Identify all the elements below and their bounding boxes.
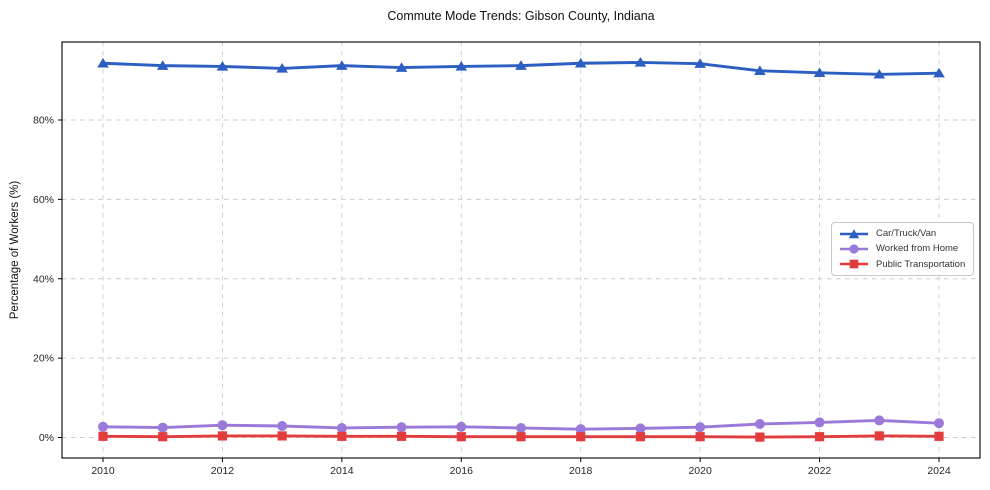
marker-public-transportation bbox=[98, 431, 108, 441]
marker-public-transportation bbox=[456, 432, 466, 442]
legend-label: Car/Truck/Van bbox=[876, 228, 937, 240]
x-tick-label: 2024 bbox=[927, 465, 951, 477]
marker-worked-from-home bbox=[157, 422, 168, 433]
y-tick-label: 40% bbox=[33, 273, 54, 285]
marker-worked-from-home bbox=[754, 419, 765, 430]
y-tick-label: 80% bbox=[33, 115, 54, 127]
marker-car-truck-van bbox=[634, 57, 647, 67]
marker-public-transportation bbox=[635, 432, 646, 442]
legend-label: Public Transportation bbox=[876, 258, 966, 270]
marker-car-truck-van bbox=[336, 60, 348, 70]
marker-car-truck-van bbox=[276, 63, 288, 73]
marker-car-truck-van bbox=[395, 62, 408, 72]
marker-public-transportation bbox=[755, 432, 765, 442]
marker-car-truck-van bbox=[694, 58, 706, 68]
marker-car-truck-van bbox=[933, 67, 945, 78]
marker-car-truck-van bbox=[455, 61, 468, 71]
marker-worked-from-home bbox=[516, 422, 526, 433]
marker-public-transportation bbox=[217, 431, 228, 441]
marker-car-truck-van bbox=[515, 60, 527, 70]
y-tick-label: 20% bbox=[33, 353, 54, 365]
square-marker-icon bbox=[840, 260, 868, 269]
y-tick-label: 0% bbox=[39, 432, 54, 444]
legend-entry-worked-from-home: Worked from Home bbox=[839, 243, 966, 255]
marker-worked-from-home bbox=[217, 420, 228, 431]
marker-worked-from-home bbox=[575, 424, 586, 435]
marker-worked-from-home bbox=[98, 421, 108, 432]
legend-entry-public-transportation: Public Transportation bbox=[839, 258, 966, 270]
marker-car-truck-van bbox=[754, 65, 766, 75]
marker-car-truck-van bbox=[873, 68, 886, 79]
x-tick-label: 2020 bbox=[688, 465, 712, 477]
marker-public-transportation bbox=[516, 432, 526, 442]
x-tick-label: 2010 bbox=[91, 465, 115, 477]
marker-public-transportation bbox=[695, 432, 705, 442]
plot-spines bbox=[61, 41, 981, 459]
marker-car-truck-van bbox=[156, 60, 169, 70]
marker-public-transportation bbox=[337, 431, 347, 441]
legend: Car/Truck/Van Worked from Home Public Tran… bbox=[831, 222, 974, 276]
marker-worked-from-home bbox=[874, 415, 885, 426]
x-tick-label: 2018 bbox=[569, 465, 593, 477]
circle-marker-icon bbox=[840, 244, 868, 254]
marker-worked-from-home bbox=[635, 423, 646, 434]
marker-worked-from-home bbox=[396, 422, 407, 433]
marker-public-transportation bbox=[934, 431, 944, 441]
marker-worked-from-home bbox=[336, 422, 347, 433]
marker-public-transportation bbox=[396, 431, 407, 441]
legend-label: Worked from Home bbox=[876, 243, 959, 255]
marker-car-truck-van bbox=[574, 57, 587, 68]
marker-worked-from-home bbox=[695, 422, 706, 433]
y-tick-label: 60% bbox=[33, 194, 54, 206]
x-tick-label: 2014 bbox=[330, 465, 354, 477]
triangle-marker-icon bbox=[840, 228, 868, 238]
marker-public-transportation bbox=[814, 432, 825, 442]
marker-worked-from-home bbox=[934, 418, 944, 429]
marker-worked-from-home bbox=[277, 420, 288, 431]
x-tick-label: 2016 bbox=[450, 465, 474, 477]
marker-public-transportation bbox=[158, 432, 168, 442]
x-tick-label: 2022 bbox=[808, 465, 832, 477]
marker-public-transportation bbox=[874, 431, 884, 441]
x-tick-label: 2012 bbox=[211, 465, 235, 477]
marker-car-truck-van bbox=[813, 67, 826, 77]
marker-public-transportation bbox=[576, 432, 586, 442]
legend-entry-car-truck-van: Car/Truck/Van bbox=[839, 228, 966, 240]
marker-worked-from-home bbox=[456, 421, 467, 432]
chart-title: Commute Mode Trends: Gibson County, Indi… bbox=[387, 9, 655, 23]
marker-car-truck-van bbox=[97, 57, 109, 68]
marker-public-transportation bbox=[277, 431, 287, 441]
marker-worked-from-home bbox=[814, 417, 825, 428]
marker-car-truck-van bbox=[216, 61, 229, 71]
